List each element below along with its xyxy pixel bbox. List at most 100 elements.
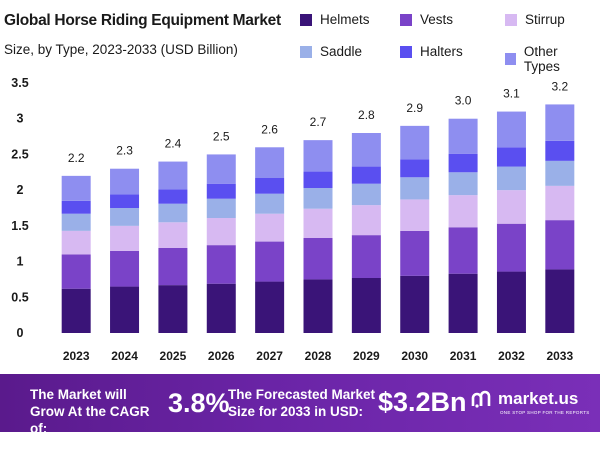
bar-segment-saddle-2028 [303,188,333,209]
bar-segment-saddle-2032 [496,166,526,191]
bar-segment-vests-2028 [303,238,333,280]
bar-segment-vests-2026 [206,245,236,284]
y-tick-label: 2 [17,183,24,197]
cagr-caption: The Market will Grow At the CAGR of: [30,387,150,436]
bar-segment-other-types-2026 [206,154,236,184]
bar-segment-helmets-2028 [303,279,333,333]
bar-segment-other-types-2031 [448,118,478,154]
bar-total-label: 2.2 [68,151,85,165]
legend-label: Vests [420,12,454,27]
y-tick-label: 3 [17,112,24,126]
x-tick-label: 2030 [401,349,428,363]
bar-segment-vests-2027 [255,241,285,282]
bar-segment-stirrup-2027 [255,213,285,242]
legend-swatch [400,45,412,58]
legend-swatch [505,53,516,65]
bar-segment-saddle-2025 [158,203,188,223]
bar-segment-saddle-2030 [400,177,430,200]
bar-segment-halters-2031 [448,153,478,173]
bar-segment-halters-2033 [545,140,575,161]
bar-segment-saddle-2023 [61,213,91,231]
y-tick-label: 0 [17,326,24,340]
bar-segment-helmets-2031 [448,273,478,333]
summary-banner: The Market will Grow At the CAGR of: 3.8… [0,374,600,436]
bar-segment-helmets-2032 [496,271,526,333]
bar-segment-vests-2031 [448,227,478,274]
y-tick-label: 1 [17,255,24,269]
legend-item-other-types: Other Types [505,44,590,74]
bar-segment-vests-2029 [351,235,381,278]
bar-segment-helmets-2033 [545,269,575,333]
bar-segment-other-types-2027 [255,147,285,178]
bar-segment-vests-2024 [110,250,140,287]
x-tick-label: 2033 [546,349,573,363]
bar-segment-halters-2029 [351,166,381,184]
legend-label: Saddle [320,44,363,59]
logo-tagline: ONE STOP SHOP FOR THE REPORTS [500,410,590,415]
bar-total-label: 2.4 [165,137,182,151]
bar-segment-stirrup-2024 [110,225,140,251]
legend-swatch [300,13,312,26]
bar-segment-helmets-2023 [61,288,91,333]
bar-segment-halters-2028 [303,171,333,188]
chart-title: Global Horse Riding Equipment Market [4,12,281,29]
bar-segment-other-types-2030 [400,125,430,160]
bar-total-label: 3.2 [551,79,568,93]
legend-label: Other Types [523,44,560,74]
bar-segment-halters-2026 [206,183,236,199]
legend-item-saddle: Saddle [300,44,362,59]
bar-segment-halters-2024 [110,194,140,208]
bar-segment-stirrup-2029 [351,205,381,236]
bar-segment-saddle-2027 [255,193,285,214]
bar-total-label: 2.7 [310,115,327,129]
bar-segment-halters-2032 [496,147,526,167]
bar-total-label: 2.6 [261,122,278,136]
bar-segment-other-types-2032 [496,111,526,148]
legend-swatch [300,45,312,58]
bar-segment-stirrup-2025 [158,222,188,248]
legend-item-vests: Vests [400,12,453,27]
bar-segment-saddle-2026 [206,198,236,218]
bar-segment-helmets-2025 [158,285,188,333]
bar-segment-stirrup-2031 [448,195,478,228]
forecast-caption: The Forecasted Market Size for 2033 in U… [228,387,376,419]
legend-item-helmets: Helmets [300,12,370,27]
y-tick-label: 2.5 [11,147,28,161]
y-tick-label: 1.5 [11,219,28,233]
bar-segment-other-types-2033 [545,104,575,141]
bar-total-label: 3.1 [503,87,520,101]
bar-segment-other-types-2028 [303,140,333,172]
bar-segment-stirrup-2032 [496,190,526,224]
bar-segment-halters-2025 [158,189,188,204]
x-tick-label: 2029 [353,349,380,363]
bar-segment-halters-2030 [400,159,430,178]
stacked-bar-chart: 0 0.5 1 1.5 2 2.5 3 3.5 2.2 2023 2.3 2024 2.4 2025 2.5… [11,76,575,363]
chart-subtitle: Size, by Type, 2023-2033 (USD Billion) [4,42,238,57]
bar-segment-stirrup-2023 [61,230,91,255]
bar-segment-other-types-2023 [61,175,91,201]
bar-segment-vests-2030 [400,230,430,276]
x-tick-label: 2024 [111,349,138,363]
bar-segment-saddle-2029 [351,183,381,206]
legend-item-stirrup: Stirrup [505,12,565,27]
x-tick-label: 2028 [305,349,332,363]
x-tick-label: 2032 [498,349,525,363]
bar-segment-stirrup-2030 [400,199,430,231]
x-tick-label: 2026 [208,349,235,363]
bar-segment-stirrup-2033 [545,185,575,221]
bar-total-label: 2.3 [116,144,133,158]
market-us-logo-icon [471,390,491,408]
forecast-value: $3.2Bn [378,387,467,417]
bar-segment-vests-2033 [545,220,575,270]
bar-segment-saddle-2031 [448,172,478,196]
bar-segment-other-types-2025 [158,161,188,190]
bar-segment-halters-2027 [255,178,285,194]
bar-segment-saddle-2033 [545,160,575,186]
bar-total-label: 3.0 [455,94,472,108]
bar-total-label: 2.8 [358,108,375,122]
bar-total-label: 2.5 [213,129,230,143]
legend-swatch [400,13,412,26]
bar-segment-saddle-2024 [110,208,140,226]
legend-label: Stirrup [525,12,565,27]
bar-total-label: 2.9 [406,101,423,115]
